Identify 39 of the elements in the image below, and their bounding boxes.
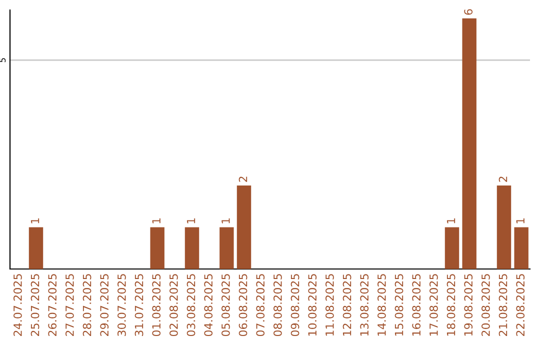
x-tick-label: 12.08.2025 — [342, 274, 352, 336]
x-tick-label: 13.08.2025 — [360, 274, 369, 336]
data-label: 1 — [222, 218, 230, 224]
x-tick-label: 24.07.2025 — [13, 274, 22, 336]
x-tick-label: 14.08.2025 — [377, 274, 386, 336]
x-tick-label: 03.08.2025 — [186, 274, 196, 336]
x-tick-label: 08.08.2025 — [273, 274, 282, 336]
x-tick-label: 07.08.2025 — [256, 274, 265, 336]
data-label: 1 — [30, 218, 40, 224]
data-label: 2 — [498, 176, 508, 182]
x-tick-label: 04.08.2025 — [204, 274, 213, 336]
x-tick-label: 26.07.2025 — [48, 274, 57, 336]
x-tick-label: 09.08.2025 — [290, 274, 300, 336]
x-tick-label: 02.08.2025 — [169, 274, 178, 336]
x-tick-label: 05.08.2025 — [221, 274, 230, 336]
x-tick-label: 30.07.2025 — [117, 274, 126, 336]
x-tick-label: 01.08.2025 — [152, 274, 161, 336]
x-tick-label: 18.08.2025 — [446, 274, 456, 336]
data-label: 6 — [464, 9, 473, 15]
data-label: 1 — [152, 218, 160, 224]
x-tick-label: 10.08.2025 — [308, 274, 317, 336]
x-tick-label: 22.08.2025 — [516, 274, 525, 336]
x-tick-label: 27.07.2025 — [65, 274, 74, 336]
x-tick-label: 11.08.2025 — [325, 274, 334, 336]
data-label: 2 — [238, 176, 248, 182]
x-tick-label: 25.07.2025 — [30, 274, 40, 336]
x-tick-label: 20.08.2025 — [481, 274, 490, 336]
x-tick-label: 16.08.2025 — [412, 274, 421, 336]
x-tick-label: 19.08.2025 — [464, 274, 473, 336]
data-label: 1 — [186, 218, 196, 224]
x-tick-label: 15.08.2025 — [394, 274, 404, 336]
data-label: 1 — [446, 218, 456, 224]
data-label: 1 — [516, 218, 524, 224]
x-tick-label: 28.07.2025 — [82, 274, 92, 336]
x-tick-label: 21.08.2025 — [498, 274, 508, 336]
x-tick-label: 17.08.2025 — [429, 274, 438, 336]
x-tick-label: 31.07.2025 — [134, 274, 144, 336]
x-tick-label: 29.07.2025 — [100, 274, 109, 336]
x-tick-label: 06.08.2025 — [238, 274, 248, 336]
